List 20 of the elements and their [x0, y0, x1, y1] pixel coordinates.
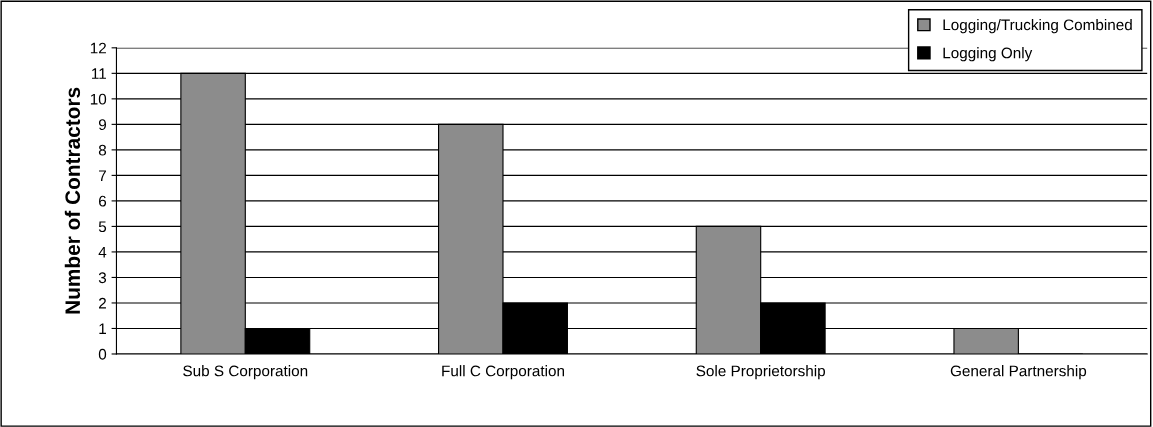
x-tick-label: Sub S Corporation: [183, 365, 308, 380]
y-tick-label: 9: [98, 119, 107, 131]
x-tick-label: Full C Corporation: [442, 365, 564, 380]
y-tick-label: 11: [92, 68, 106, 79]
y-tick-label: 6: [99, 195, 107, 207]
y-tick-label: 12: [90, 42, 106, 54]
legend-label: Logging/Trucking Combined: [943, 19, 1132, 34]
x-tick-label: Sole Proprietorship: [696, 365, 826, 380]
x-tick-label: General Partnership: [950, 365, 1087, 380]
y-tick-label: 1: [99, 323, 106, 335]
y-tick-label: 7: [99, 170, 106, 181]
y-axis-title: Number of Contractors: [64, 87, 81, 314]
y-tick-label: 2: [99, 297, 106, 309]
y-tick-label: 0: [98, 348, 107, 360]
y-tick-label: 5: [98, 221, 107, 233]
y-tick-label: 8: [98, 144, 107, 156]
y-tick-label: 10: [90, 93, 107, 105]
y-tick-label: 4: [98, 246, 107, 258]
legend-label: Logging Only: [943, 47, 1033, 62]
y-tick-label: 3: [98, 272, 107, 284]
